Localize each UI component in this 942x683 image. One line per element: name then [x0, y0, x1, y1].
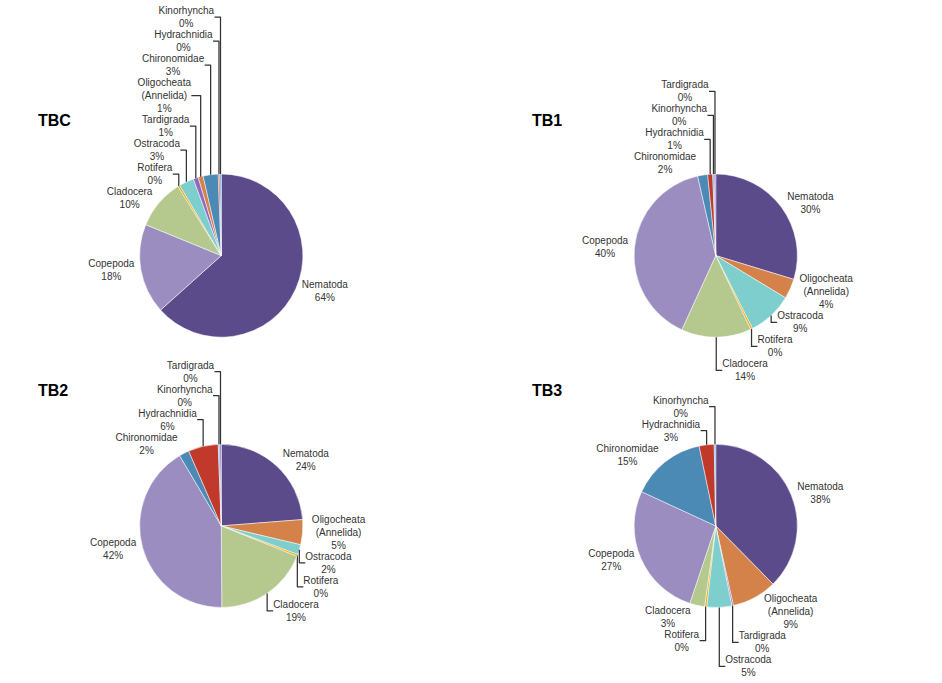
svg-text:Kinorhyncha0%: Kinorhyncha0%	[157, 384, 213, 408]
svg-text:Oligocheata(Annelida)5%: Oligocheata(Annelida)5%	[312, 514, 366, 551]
svg-text:Rotifera0%: Rotifera0%	[137, 162, 172, 186]
svg-text:Cladocera3%: Cladocera3%	[645, 605, 691, 629]
svg-text:Nematoda64%: Nematoda64%	[302, 279, 349, 303]
svg-text:Ostracoda3%: Ostracoda3%	[134, 138, 181, 162]
svg-text:Ostracoda9%: Ostracoda9%	[777, 310, 824, 334]
svg-text:TBC: TBC	[38, 112, 71, 129]
svg-text:Rotifera0%: Rotifera0%	[664, 629, 699, 653]
svg-text:Ostracoda2%: Ostracoda2%	[305, 551, 352, 575]
svg-text:Chironomidae2%: Chironomidae2%	[634, 151, 697, 175]
svg-text:Chironomidae3%: Chironomidae3%	[142, 53, 205, 77]
svg-text:Rotifera0%: Rotifera0%	[758, 334, 793, 358]
svg-text:Tardigrada0%: Tardigrada0%	[167, 360, 215, 384]
svg-text:Hydrachnidia0%: Hydrachnidia0%	[154, 29, 213, 53]
svg-text:Hydrachnidia3%: Hydrachnidia3%	[642, 419, 701, 443]
svg-text:Kinorhyncha0%: Kinorhyncha0%	[651, 103, 707, 127]
svg-text:Ostracoda5%: Ostracoda5%	[725, 654, 772, 678]
svg-text:TB1: TB1	[532, 112, 562, 129]
svg-text:Cladocera19%: Cladocera19%	[273, 599, 319, 623]
svg-text:Copepoda40%: Copepoda40%	[582, 235, 629, 259]
svg-text:Oligocheata(Annelida)9%: Oligocheata(Annelida)9%	[764, 593, 818, 630]
svg-text:Chironomidae15%: Chironomidae15%	[596, 443, 659, 467]
svg-text:Cladocera10%: Cladocera10%	[107, 186, 153, 210]
svg-text:Rotifera0%: Rotifera0%	[303, 575, 338, 599]
svg-text:Hydrachnidia6%: Hydrachnidia6%	[138, 408, 197, 432]
svg-text:Tardigrada0%: Tardigrada0%	[739, 630, 787, 654]
svg-text:Copepoda18%: Copepoda18%	[88, 258, 135, 282]
svg-text:Hydrachnidia1%: Hydrachnidia1%	[645, 127, 704, 151]
svg-text:Nematoda30%: Nematoda30%	[787, 191, 834, 215]
svg-text:TB3: TB3	[532, 382, 562, 399]
svg-text:Chironomidae2%: Chironomidae2%	[115, 432, 178, 456]
svg-text:Nematoda38%: Nematoda38%	[797, 481, 844, 505]
svg-text:Oligocheata(Annelida)1%: Oligocheata(Annelida)1%	[138, 77, 192, 114]
svg-text:Tardigrada0%: Tardigrada0%	[661, 79, 709, 103]
svg-text:Cladocera14%: Cladocera14%	[722, 358, 768, 382]
svg-text:Kinorhyncha0%: Kinorhyncha0%	[158, 5, 214, 29]
svg-text:Tardigrada1%: Tardigrada1%	[142, 114, 190, 138]
svg-text:Oligocheata(Annelida)4%: Oligocheata(Annelida)4%	[800, 273, 854, 310]
svg-text:Copepoda27%: Copepoda27%	[588, 548, 635, 572]
svg-text:Copepoda42%: Copepoda42%	[90, 537, 137, 561]
svg-text:Kinorhyncha0%: Kinorhyncha0%	[653, 395, 709, 419]
svg-text:Nematoda24%: Nematoda24%	[283, 448, 330, 472]
svg-text:TB2: TB2	[38, 382, 68, 399]
